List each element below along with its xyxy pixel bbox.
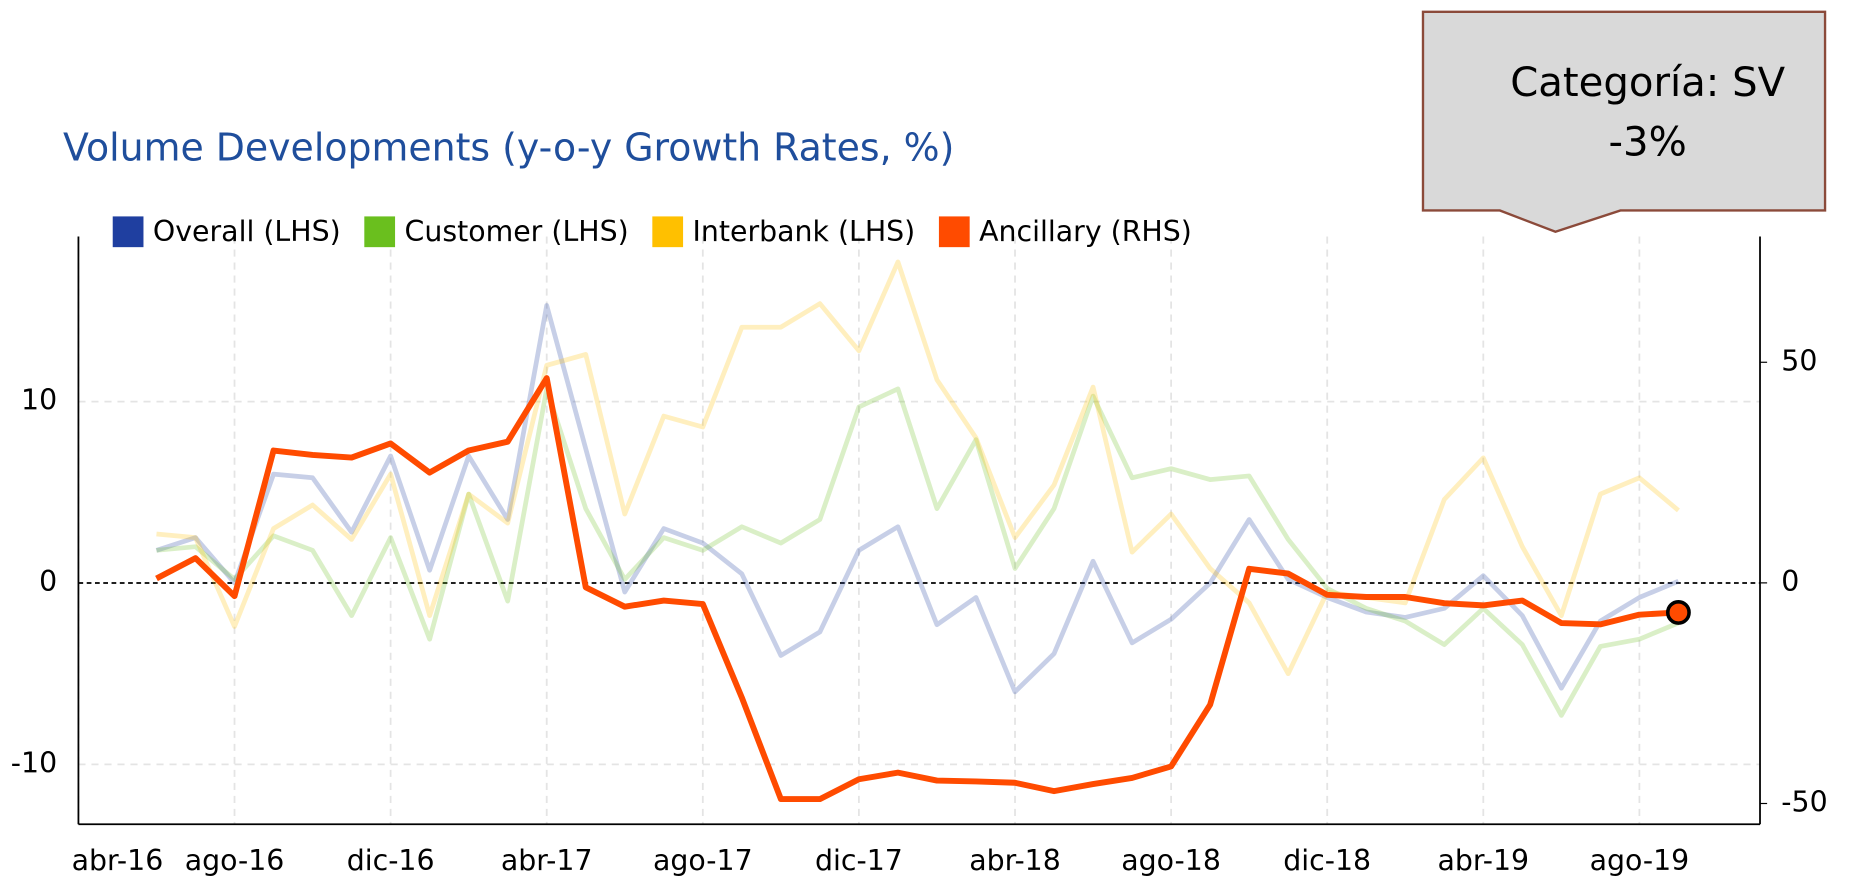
x-tick-label: ago-19 bbox=[1590, 844, 1690, 877]
tooltip-title: Categoría: SV bbox=[1510, 60, 1785, 106]
x-tick-label: dic-18 bbox=[1283, 844, 1371, 877]
y-tick-label: -10 bbox=[11, 746, 57, 779]
x-tick-label: dic-17 bbox=[815, 844, 903, 877]
x-tick-label: dic-16 bbox=[347, 844, 435, 877]
x-tick-label: abr-16 bbox=[72, 844, 164, 877]
y2-tick-label: 50 bbox=[1781, 344, 1817, 377]
series-line bbox=[156, 386, 1680, 718]
x-tick-label: ago-16 bbox=[185, 844, 285, 877]
y2-tick-label: 0 bbox=[1781, 565, 1799, 598]
tooltip-box bbox=[1421, 10, 1827, 234]
chart-title: Volume Developments (y-o-y Growth Rates,… bbox=[63, 126, 954, 170]
tooltip-value: -3% bbox=[1609, 119, 1687, 165]
x-tick-label: ago-18 bbox=[1121, 844, 1221, 877]
y2-tick-label: -50 bbox=[1781, 785, 1827, 818]
legend-swatch bbox=[652, 216, 684, 248]
series-line bbox=[156, 259, 1680, 677]
y-tick-label: 0 bbox=[39, 565, 57, 598]
legend-label: Overall (LHS) bbox=[153, 215, 341, 248]
series-line bbox=[155, 303, 1680, 695]
x-tick-label: ago-17 bbox=[653, 844, 753, 877]
legend-label: Ancillary (RHS) bbox=[979, 215, 1192, 248]
highlight-point bbox=[1666, 600, 1691, 625]
legend-swatch bbox=[112, 216, 144, 248]
series-line bbox=[155, 375, 1679, 803]
y-tick-label: 10 bbox=[21, 384, 57, 417]
legend-label: Customer (LHS) bbox=[405, 215, 629, 248]
legend-swatch bbox=[364, 216, 396, 248]
x-tick-label: abr-18 bbox=[969, 844, 1061, 877]
legend-swatch bbox=[938, 216, 970, 248]
x-tick-label: abr-17 bbox=[501, 844, 593, 877]
legend-label: Interbank (LHS) bbox=[693, 215, 916, 248]
x-tick-label: abr-19 bbox=[1437, 844, 1529, 877]
